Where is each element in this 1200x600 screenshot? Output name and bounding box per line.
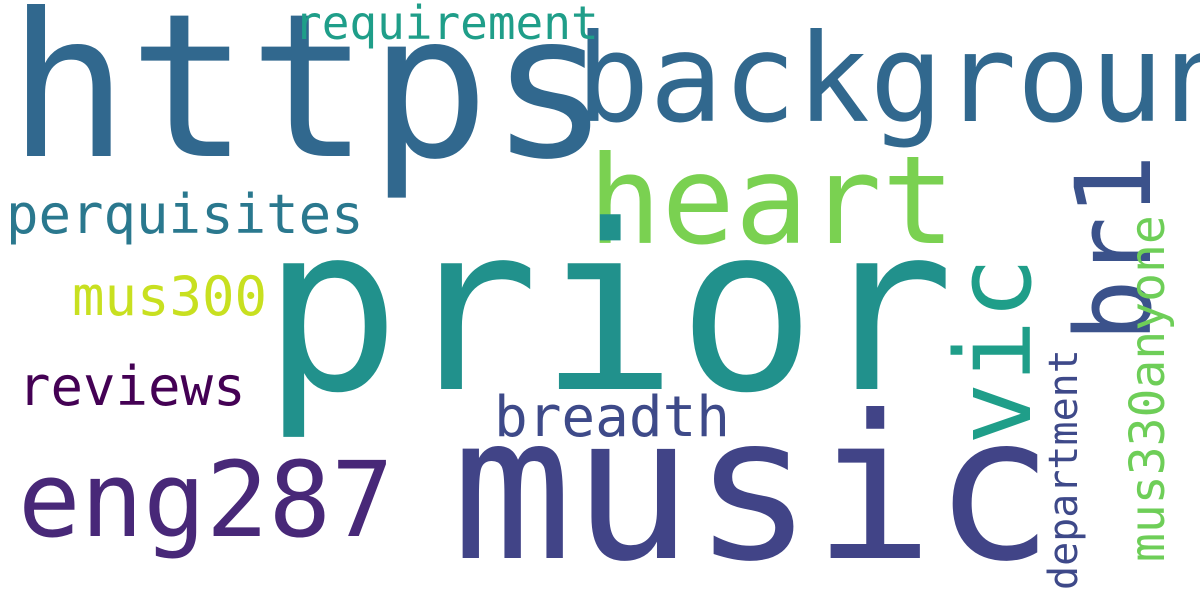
word-department: department — [1041, 349, 1087, 590]
word-background: background — [576, 8, 1200, 150]
word-https: https — [8, 0, 611, 204]
word-reviews: reviews — [18, 355, 246, 418]
word-heart: heart — [588, 130, 956, 272]
word-breadth: breadth — [494, 385, 731, 450]
word-prior: prior — [262, 177, 955, 444]
word-perquisites: perquisites — [6, 183, 364, 246]
word-mus330anyone: mus330anyone — [1120, 215, 1176, 562]
word-vic: vic — [933, 257, 1055, 445]
word-music: music — [452, 373, 1055, 600]
word-requirement: requirement — [294, 0, 599, 50]
word-mus300: mus300 — [72, 265, 268, 328]
word-eng287: eng287 — [18, 439, 394, 561]
